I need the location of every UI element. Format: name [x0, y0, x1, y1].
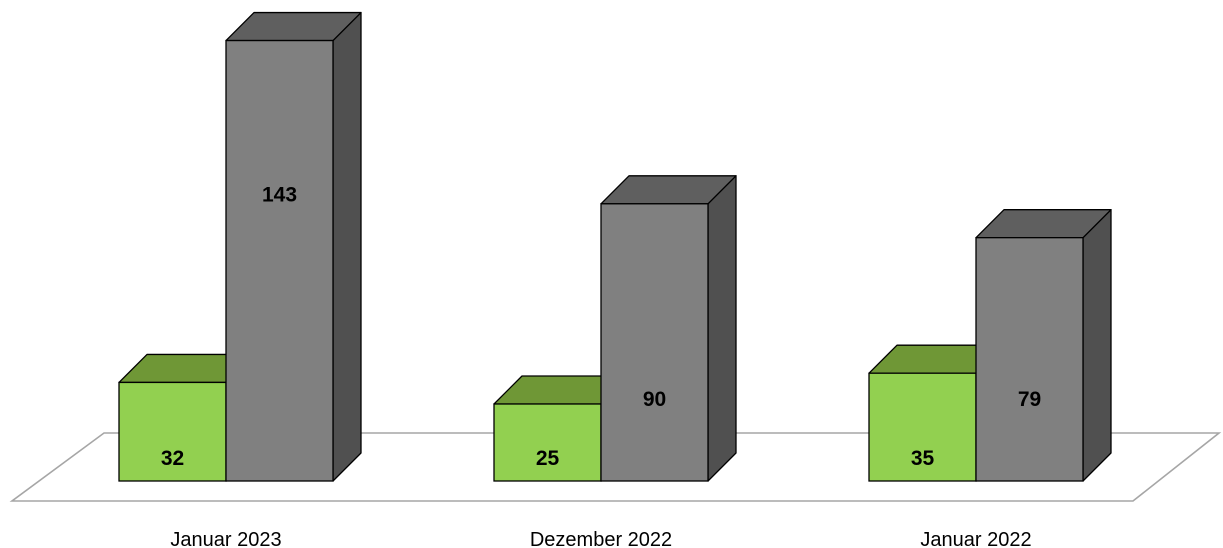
data-label-januar-2022-series-1: 35: [911, 447, 935, 470]
category-label-dezember-2022: Dezember 2022: [530, 529, 672, 548]
bar-dezember-2022-series-2: [600, 175, 737, 482]
bar-side-face: [1082, 209, 1112, 482]
chart-labels-layer: 32 143 Januar 2023 25 90 Dezember 2022 35 79 Jan…: [161, 184, 1041, 548]
bar-side-face: [707, 175, 737, 482]
category-label-januar-2023: Januar 2023: [170, 529, 281, 548]
chart-bars-layer: [118, 11, 1112, 482]
data-label-januar-2022-series-2: 79: [1018, 388, 1041, 411]
bar-front-face: [975, 237, 1084, 482]
bar-januar-2022-series-2: [975, 209, 1112, 482]
data-label-dezember-2022-series-2: 90: [643, 388, 666, 411]
bar-front-face: [225, 39, 334, 482]
bar-front-face: [493, 403, 602, 482]
chart-floor-layer: [9, 432, 1222, 502]
data-label-dezember-2022-series-1: 25: [536, 447, 560, 470]
bar-front-face: [868, 372, 977, 482]
data-label-januar-2023-series-2: 143: [262, 184, 297, 207]
bar-januar-2023-series-2: [225, 11, 362, 482]
bar-side-face: [332, 11, 362, 482]
chart-floor: [9, 432, 1222, 502]
category-label-januar-2022: Januar 2022: [920, 529, 1031, 548]
data-label-januar-2023-series-1: 32: [161, 447, 184, 470]
bar-front-face: [118, 381, 227, 482]
bar-front-face: [600, 203, 709, 482]
